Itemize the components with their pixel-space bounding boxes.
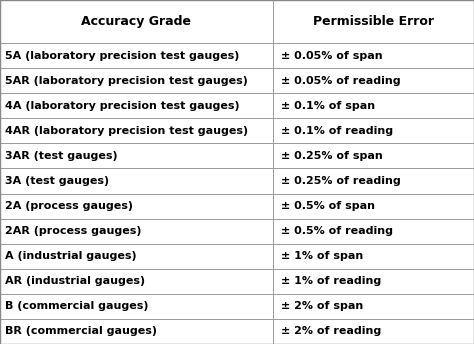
Text: ± 2% of span: ± 2% of span [281, 301, 364, 311]
Text: ± 1% of span: ± 1% of span [281, 251, 364, 261]
Text: ± 0.25% of span: ± 0.25% of span [281, 151, 383, 161]
Text: ± 0.05% of span: ± 0.05% of span [281, 51, 383, 61]
Bar [0, 193, 474, 218]
Text: 2A (process gauges): 2A (process gauges) [5, 201, 133, 211]
Bar [0, 93, 474, 118]
Bar [0, 118, 474, 143]
Text: AR (industrial gauges): AR (industrial gauges) [5, 276, 145, 286]
Bar [0, 294, 474, 319]
Text: B (commercial gauges): B (commercial gauges) [5, 301, 148, 311]
Bar [0, 43, 474, 68]
Text: BR (commercial gauges): BR (commercial gauges) [5, 326, 157, 336]
Text: Permissible Error: Permissible Error [313, 15, 434, 28]
Text: ± 0.05% of reading: ± 0.05% of reading [281, 76, 401, 86]
Text: ± 0.5% of span: ± 0.5% of span [281, 201, 375, 211]
Text: A (industrial gauges): A (industrial gauges) [5, 251, 137, 261]
Text: 5AR (laboratory precision test gauges): 5AR (laboratory precision test gauges) [5, 76, 247, 86]
Bar [0, 269, 474, 294]
Text: 3AR (test gauges): 3AR (test gauges) [5, 151, 118, 161]
Bar [0, 218, 474, 244]
Text: ± 0.5% of reading: ± 0.5% of reading [281, 226, 393, 236]
Bar [0, 0, 474, 43]
Text: ± 0.1% of reading: ± 0.1% of reading [281, 126, 393, 136]
Text: Accuracy Grade: Accuracy Grade [81, 15, 191, 28]
Text: 2AR (process gauges): 2AR (process gauges) [5, 226, 141, 236]
Text: ± 1% of reading: ± 1% of reading [281, 276, 381, 286]
Bar [0, 319, 474, 344]
Bar [0, 244, 474, 269]
Text: ± 0.25% of reading: ± 0.25% of reading [281, 176, 401, 186]
Text: ± 0.1% of span: ± 0.1% of span [281, 101, 375, 111]
Text: ± 2% of reading: ± 2% of reading [281, 326, 381, 336]
Bar [0, 68, 474, 93]
Bar [0, 143, 474, 169]
Text: 4A (laboratory precision test gauges): 4A (laboratory precision test gauges) [5, 101, 239, 111]
Bar [0, 169, 474, 194]
Text: 3A (test gauges): 3A (test gauges) [5, 176, 109, 186]
Text: 5A (laboratory precision test gauges): 5A (laboratory precision test gauges) [5, 51, 239, 61]
Text: 4AR (laboratory precision test gauges): 4AR (laboratory precision test gauges) [5, 126, 248, 136]
